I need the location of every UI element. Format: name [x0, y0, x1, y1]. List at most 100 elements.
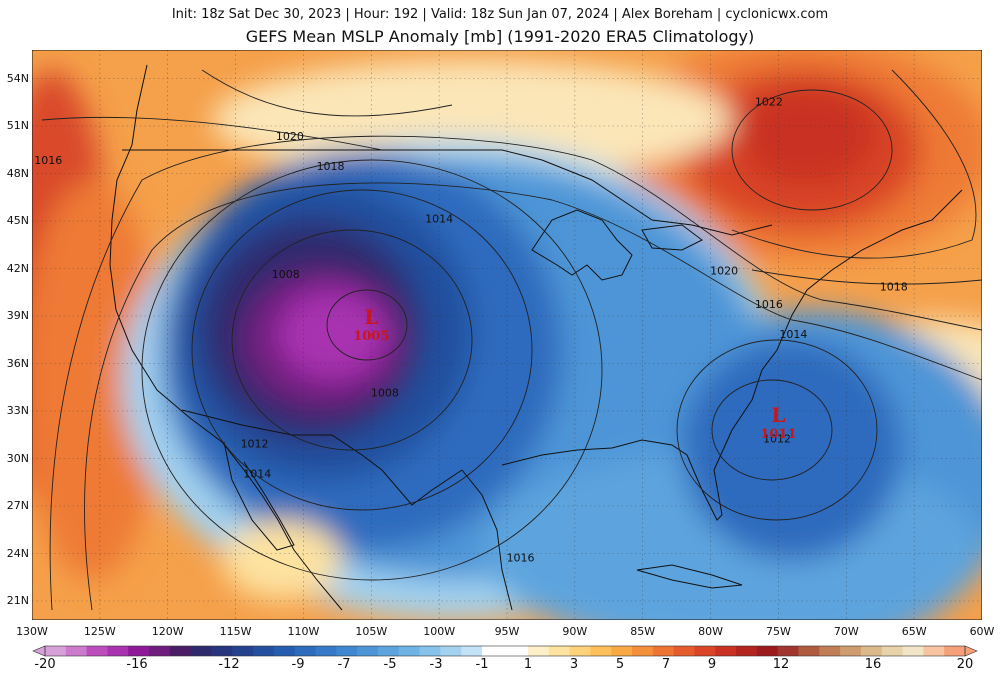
contour-label: 1016 — [755, 298, 783, 311]
longitude-label: 80W — [698, 625, 723, 638]
contour-label: 1018 — [317, 160, 345, 173]
longitude-label: 115W — [219, 625, 252, 638]
colorbar-label: -7 — [337, 657, 351, 672]
contour-label: 1008 — [371, 387, 399, 400]
colorbar-swatch — [944, 646, 966, 656]
colorbar-label: 7 — [661, 657, 671, 672]
isobar-1014 — [84, 182, 982, 611]
isobar-1010 — [191, 189, 533, 511]
latitude-label: 54N — [6, 71, 29, 85]
colorbar-swatch — [548, 646, 571, 656]
isobar-1012-west — [141, 159, 603, 581]
isobar-1008 — [231, 229, 473, 451]
colorbar-swatch — [232, 646, 254, 656]
contour-label: 1022 — [755, 95, 783, 108]
low-letter: L — [771, 403, 785, 427]
isobar-1012-east — [711, 379, 833, 481]
gulf-coast — [461, 399, 753, 611]
longitude-label: 130W — [16, 625, 48, 638]
colorbar-swatch — [294, 646, 317, 656]
contour-label: 1016 — [507, 551, 535, 564]
coastlines — [109, 64, 963, 611]
colorbar-swatch — [377, 646, 400, 656]
low-letter: L — [364, 305, 378, 329]
longitude-label: 110W — [287, 625, 320, 638]
colorbar-swatch — [777, 646, 800, 656]
colorbar-swatch — [128, 646, 150, 656]
isobars — [41, 69, 982, 611]
isobar-1020 — [201, 69, 977, 259]
colorbar-label: 5 — [615, 657, 625, 672]
colorbar-swatch — [419, 646, 441, 656]
longitude-label: 125W — [83, 625, 116, 638]
latitude-label: 45N — [6, 214, 29, 227]
longitude-label: 100W — [423, 625, 456, 638]
longitude-label: 85W — [630, 625, 656, 638]
us-canada-border — [122, 149, 773, 236]
colorbar-label: -12 — [218, 657, 240, 672]
isobar-1018 — [41, 116, 982, 285]
low-pressure-value: 1005 — [353, 329, 389, 344]
map-title: GEFS Mean MSLP Anomaly [mb] (1991-2020 E… — [245, 27, 755, 46]
colorbar-swatch — [190, 646, 212, 656]
colorbar-label: 3 — [569, 657, 579, 672]
colorbar-swatch — [440, 646, 462, 656]
colorbar-label: -9 — [291, 657, 305, 672]
contour-label: 1018 — [880, 281, 908, 294]
colorbar-swatch — [169, 646, 192, 656]
colorbar-swatch — [273, 646, 296, 656]
latitude-label: 30N — [6, 451, 29, 465]
latitude-label: 48N — [6, 166, 29, 180]
contour-label: 1020 — [710, 265, 738, 278]
colorbar-swatch — [652, 646, 675, 656]
colorbar-label: -1 — [475, 657, 489, 672]
colorbar-swatch — [881, 646, 904, 656]
colorbar-swatch — [315, 646, 337, 656]
colorbar-swatch — [45, 646, 67, 656]
latitude-label: 24N — [6, 546, 29, 560]
low-pressure-value: 1011 — [760, 427, 796, 442]
colorbar-swatch — [860, 646, 883, 656]
colorbar-swatch — [107, 646, 129, 656]
colorbar-swatch — [253, 646, 275, 656]
longitude-label: 120W — [151, 625, 184, 638]
colorbar-swatch — [461, 646, 483, 656]
colorbar-label: 16 — [864, 657, 882, 672]
colorbar-swatch — [673, 646, 695, 656]
colorbar-swatch — [398, 646, 421, 656]
isobar-1013-east — [676, 339, 878, 521]
graticule — [32, 50, 982, 620]
colorbar-swatch — [756, 646, 779, 656]
contour-label: 1014 — [425, 212, 453, 225]
mslp-anomaly-map: 1022 1020 1018 1016 1014 1008 1008 1020 1018 1016… — [32, 50, 982, 620]
colorbar-max-arrow — [964, 645, 978, 657]
contour-label: 1012 — [763, 433, 791, 446]
us-mexico-border — [181, 409, 463, 506]
colorbar-swatch — [902, 646, 924, 656]
west-coast — [109, 64, 343, 611]
header-info: Init: 18z Sat Dec 30, 2023 | Hour: 192 |… — [171, 7, 829, 22]
latitude-label: 51N — [6, 119, 29, 132]
colorbar-label: 12 — [772, 657, 790, 672]
latitude-label: 39N — [6, 309, 29, 322]
longitude-label: 75W — [765, 625, 791, 638]
colorbar-swatch — [86, 646, 108, 656]
colorbar-label: -5 — [383, 657, 397, 672]
colorbar-min-arrow — [32, 645, 46, 657]
colorbar-swatch — [357, 646, 379, 656]
colorbar-swatch — [923, 646, 945, 656]
isobar-1005-center — [326, 289, 408, 361]
colorbar-swatch — [736, 646, 758, 656]
colorbar-label: -3 — [429, 657, 443, 672]
contour-label: 1008 — [272, 268, 300, 281]
colorbar-swatch — [694, 646, 716, 656]
colorbar-swatch — [211, 646, 233, 656]
colorbar-swatch — [798, 646, 820, 656]
colorbar — [32, 645, 978, 657]
latitude-label: 36N — [6, 356, 29, 370]
latitude-label: 33N — [6, 404, 29, 417]
contour-label: 1020 — [276, 130, 304, 143]
colorbar-swatch — [611, 646, 633, 656]
contour-label: 1014 — [243, 467, 271, 480]
